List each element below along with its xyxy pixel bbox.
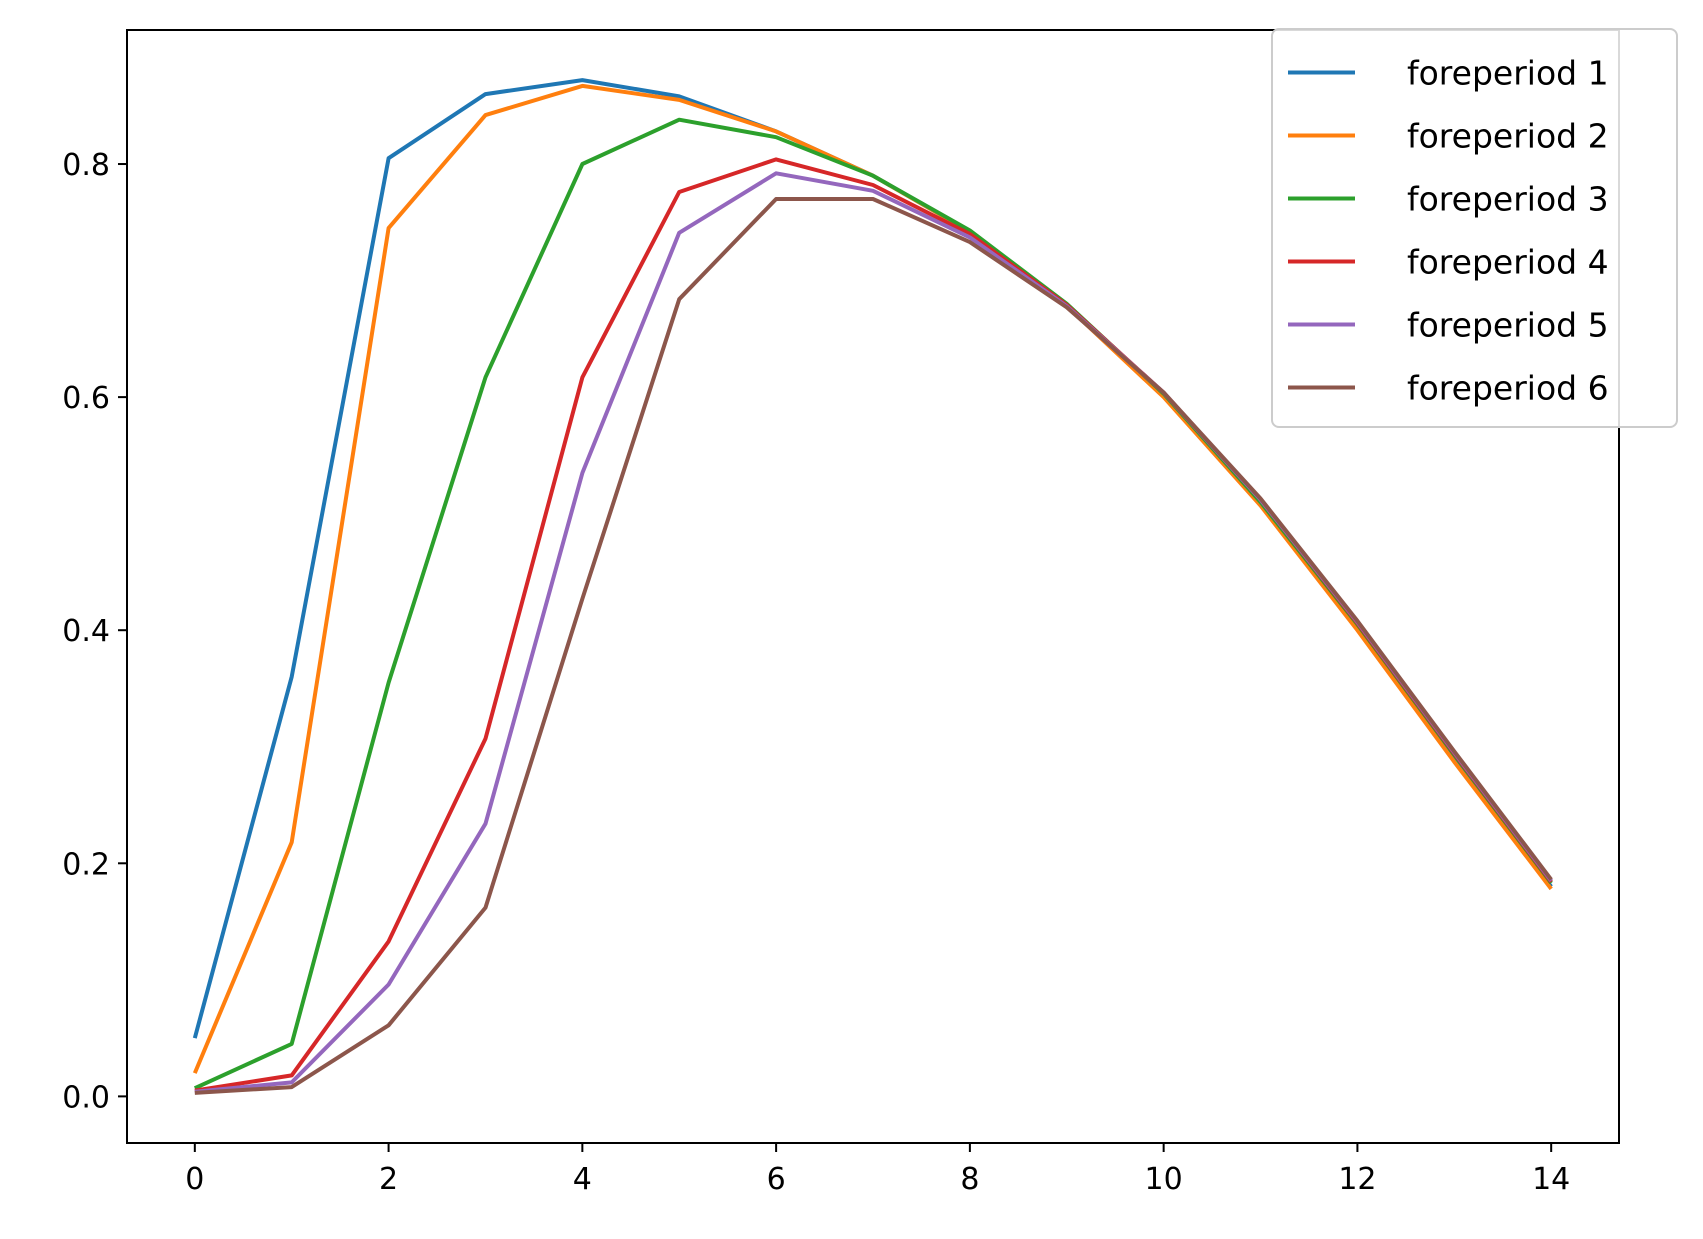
x-tick-label: 0 — [185, 1162, 204, 1197]
x-axis: 0 2 4 6 8 10 12 14 — [185, 1143, 1570, 1197]
legend-label-3: foreperiod 3 — [1407, 180, 1609, 219]
legend-label-2: foreperiod 2 — [1407, 117, 1609, 156]
x-tick-label: 2 — [379, 1162, 398, 1197]
legend-frame — [1271, 28, 1678, 428]
x-tick-label: 4 — [573, 1162, 592, 1197]
x-tick-label: 8 — [960, 1162, 979, 1197]
x-tick-label: 14 — [1532, 1162, 1570, 1197]
y-tick-label: 0.4 — [62, 614, 110, 649]
legend: foreperiod 1 foreperiod 2 foreperiod 3 fore… — [1271, 28, 1678, 428]
legend-label-1: foreperiod 1 — [1407, 54, 1609, 93]
y-tick-label: 0.2 — [62, 847, 110, 882]
y-axis: 0.0 0.2 0.4 0.6 0.8 — [62, 148, 127, 1115]
x-tick-label: 10 — [1145, 1162, 1183, 1197]
series-layer — [192, 78, 1553, 1095]
legend-label-4: foreperiod 4 — [1407, 243, 1609, 282]
x-tick-label: 12 — [1338, 1162, 1376, 1197]
y-tick-label: 0.8 — [62, 148, 110, 183]
legend-label-6: foreperiod 6 — [1407, 369, 1609, 408]
x-tick-label: 6 — [767, 1162, 786, 1197]
y-tick-label: 0.6 — [62, 381, 110, 416]
plot-area-frame — [126, 29, 1620, 1144]
y-tick-label: 0.0 — [62, 1080, 110, 1115]
legend-label-5: foreperiod 5 — [1407, 306, 1609, 345]
series-line-6 — [194, 197, 1553, 1095]
